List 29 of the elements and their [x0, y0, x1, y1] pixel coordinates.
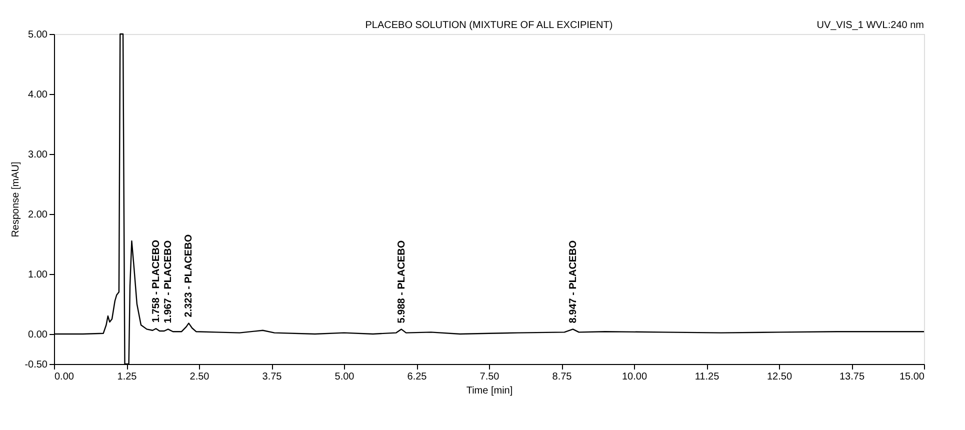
x-tick-label: 3.75 — [262, 372, 282, 382]
annotation: 5.988 - PLACEBO — [396, 240, 408, 324]
x-tick-label: 10.00 — [622, 372, 648, 382]
x-tick-label: 8.75 — [552, 372, 572, 382]
chart-title: PLACEBO SOLUTION (MIXTURE OF ALL EXCIPIENT) — [365, 20, 613, 31]
y-tick-label: 4.00 — [28, 90, 48, 100]
y-tick-label: 5.00 — [28, 30, 48, 40]
x-tick-label: 7.50 — [480, 372, 500, 382]
y-tick-label: -0.50 — [24, 360, 48, 370]
x-axis-title: Time [min] — [466, 386, 513, 396]
x-tick-label: 6.25 — [407, 372, 428, 382]
annotation: 8.947 - PLACEBO — [568, 240, 579, 324]
x-tick-label: 0.00 — [54, 372, 74, 382]
x-tick-label: 11.25 — [694, 372, 720, 382]
y-tick-label: 3.00 — [28, 150, 48, 160]
annotation: 1.967 - PLACEBO — [163, 240, 174, 324]
annotation: 2.323 - PLACEBO — [184, 234, 195, 318]
y-tick-label: 2.00 — [28, 210, 48, 220]
x-tick-label: 15.00 — [899, 372, 925, 382]
x-tick-label: 12.50 — [766, 372, 792, 382]
x-tick-label: 1.25 — [117, 372, 138, 382]
x-tick-label: 13.75 — [839, 372, 865, 382]
y-tick-label: 1.00 — [28, 270, 48, 280]
annotation: 1.758 - PLACEBO — [150, 240, 162, 323]
y-axis-title: Response [mAU] — [10, 161, 22, 238]
x-tick-label: 2.50 — [190, 372, 210, 382]
y-tick-label: 0.00 — [28, 330, 48, 340]
x-tick-label: 5.00 — [334, 372, 355, 382]
text: UV_VIS_1 WVL:240 nm — [816, 20, 924, 31]
